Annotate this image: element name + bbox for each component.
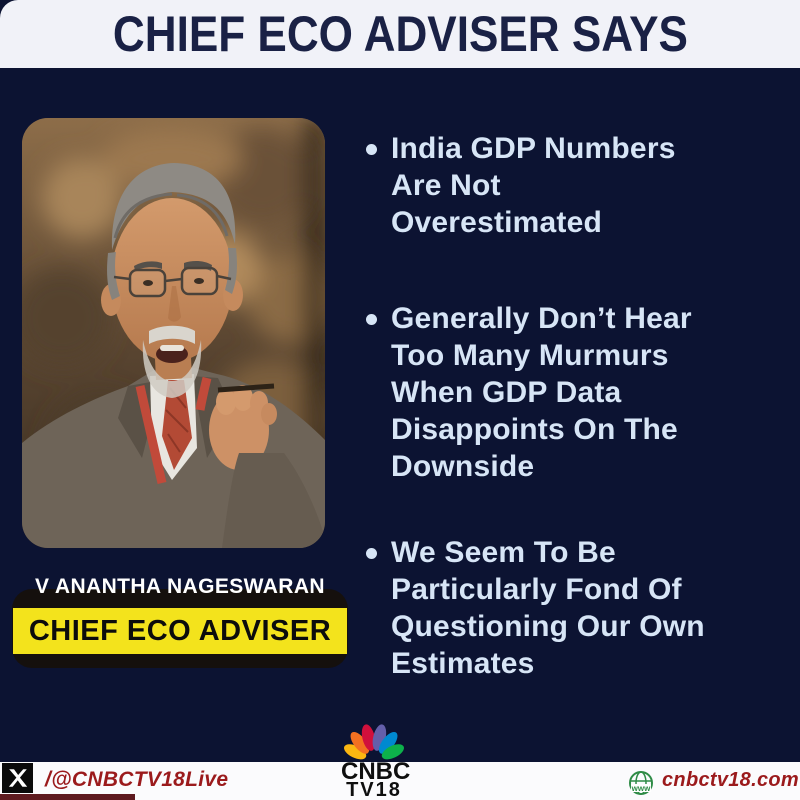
website-link[interactable]: cnbctv18.com — [662, 769, 799, 791]
x-handle-link[interactable]: /@CNBCTV18Live — [45, 768, 229, 791]
portrait-photo — [22, 118, 325, 548]
page-title: CHIEF ECO ADVISER SAYS — [112, 4, 688, 63]
cnbc-peacock-icon — [344, 724, 404, 760]
footer-bar — [0, 762, 800, 800]
bullet-dot-icon — [366, 314, 377, 325]
designation-label: CHIEF ECO ADVISER — [28, 614, 332, 647]
portrait-illustration — [22, 118, 325, 548]
bullet-item-2: Generally Don’t Hear Too Many Murmurs Wh… — [366, 300, 692, 485]
footer-red-strip — [0, 794, 135, 800]
bullet-dot-icon — [366, 548, 377, 559]
header-banner: CHIEF ECO ADVISER SAYS — [0, 0, 800, 68]
bullet-text-2: Generally Don’t Hear Too Many Murmurs Wh… — [391, 302, 692, 483]
bullet-dot-icon — [366, 144, 377, 155]
x-logo-icon — [2, 763, 33, 793]
tv18-wordmark: TV18 — [346, 779, 402, 800]
cnbc-wordmark: CNBC — [341, 758, 411, 785]
bullet-text-1: India GDP Numbers Are Not Overestimated — [391, 132, 676, 239]
svg-text:www: www — [631, 784, 651, 793]
bullet-item-3: We Seem To Be Particularly Fond Of Quest… — [366, 534, 705, 682]
bullet-item-1: India GDP Numbers Are Not Overestimated — [366, 130, 676, 241]
person-name: V ANANTHA NAGESWARAN — [35, 575, 325, 598]
bullet-text-3: We Seem To Be Particularly Fond Of Quest… — [391, 536, 705, 680]
www-globe-icon: www — [629, 771, 653, 795]
designation-badge: CHIEF ECO ADVISER — [13, 608, 347, 654]
x-glyph — [8, 769, 27, 787]
